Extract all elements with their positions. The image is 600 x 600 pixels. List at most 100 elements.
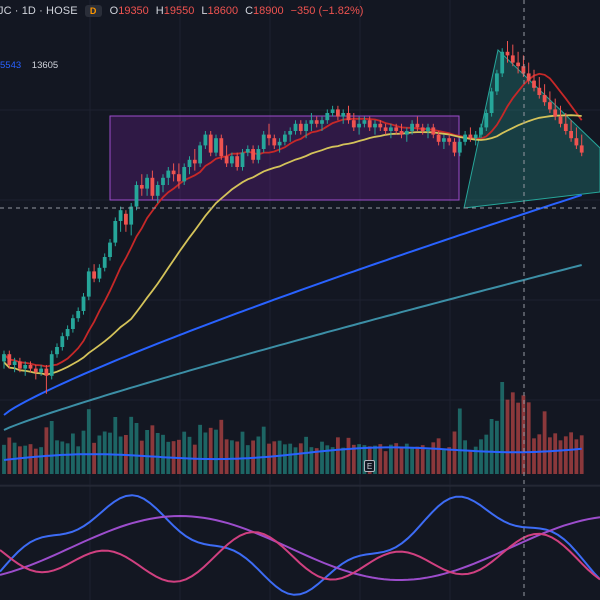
candle-body: [394, 127, 399, 131]
volume-bar: [60, 441, 65, 474]
candle-body: [240, 152, 245, 167]
volume-bar: [155, 433, 160, 474]
earnings-event-marker[interactable]: E: [364, 460, 375, 472]
volume-bar: [230, 440, 234, 474]
volume-bar: [378, 444, 383, 474]
symbol-header: JC · 1D · HOSE D O19350 H19550 L18600 C1…: [0, 0, 600, 22]
volume-bar: [256, 436, 261, 474]
moving-averages: [3, 72, 583, 431]
volume-bar: [208, 427, 213, 474]
volume-bar: [283, 444, 287, 474]
volume-bar: [415, 446, 420, 474]
volume-bar: [108, 432, 112, 474]
volume-bar: [463, 440, 467, 474]
volume-bar: [224, 439, 229, 474]
candle-body: [330, 109, 335, 113]
candle-body: [436, 134, 441, 142]
candle-body: [177, 174, 181, 182]
candle-body: [389, 127, 393, 131]
candle-body: [44, 368, 49, 376]
candle-body: [484, 113, 489, 128]
candle-body: [81, 296, 86, 311]
candle-body: [28, 365, 33, 369]
candle-body: [18, 361, 22, 369]
candle-body: [500, 51, 505, 74]
candle-body: [288, 131, 293, 135]
candle-body: [399, 131, 404, 135]
candle-body: [108, 242, 112, 257]
change-value: −350 (−1.82%): [290, 5, 364, 17]
rectangle-drawing[interactable]: [109, 115, 460, 201]
candle-body: [447, 138, 452, 142]
candle-body: [198, 145, 202, 164]
candle-body: [102, 257, 107, 268]
volume-bar: [579, 435, 584, 474]
candle-body: [235, 156, 240, 167]
candle-body: [166, 170, 171, 178]
candle-body: [510, 55, 515, 63]
volume-bar: [139, 440, 144, 474]
candle-body: [187, 159, 192, 167]
volume-bar: [293, 447, 298, 474]
volume-bar: [272, 441, 277, 474]
ma-red-line: [3, 72, 583, 368]
volume-bar: [489, 419, 494, 474]
candle-body: [542, 95, 547, 103]
volume-bar: [161, 434, 165, 474]
candle-body: [129, 206, 134, 225]
candle-body: [336, 109, 340, 117]
candle-body: [420, 127, 425, 131]
volume-bar: [542, 411, 547, 474]
triangle-drawing[interactable]: [463, 49, 600, 209]
candle-body: [155, 185, 160, 196]
candle-body: [203, 134, 208, 146]
volume-bar: [357, 444, 361, 474]
low-value: L18600: [201, 5, 239, 17]
volume-bar: [145, 430, 149, 474]
candle-body: [214, 138, 218, 153]
volume-bar: [7, 437, 12, 474]
volume-bars: [2, 382, 584, 474]
volume-bar: [500, 382, 505, 474]
candle-body: [463, 134, 467, 142]
candle-body: [532, 80, 536, 88]
candle-body: [516, 62, 520, 67]
volume-bar: [516, 402, 520, 474]
candle-body: [60, 336, 65, 347]
candle-body: [341, 113, 346, 117]
osc-blue-line: [0, 494, 600, 596]
candle-body: [410, 123, 414, 131]
candle-body: [473, 134, 478, 139]
triangle-pattern[interactable]: [463, 49, 600, 209]
volume-bar: [389, 444, 393, 474]
volume-bar: [563, 436, 568, 474]
ma-legend-value-2: 13605: [31, 60, 59, 71]
volume-bar: [526, 402, 531, 474]
consolidation-rectangle[interactable]: [109, 115, 460, 201]
candle-body: [378, 123, 383, 128]
volume-bar: [309, 447, 314, 474]
candle-body: [505, 51, 510, 56]
candle-body: [304, 123, 308, 131]
candle-body: [86, 271, 91, 297]
candlesticks: [2, 41, 584, 394]
candle-body: [49, 354, 54, 376]
symbol-title[interactable]: JC · 1D · HOSE: [0, 5, 78, 17]
volume-bar: [33, 448, 38, 474]
candle-body: [569, 131, 573, 139]
candle-body: [134, 185, 139, 207]
volume-bar: [55, 440, 59, 474]
candle-body: [283, 134, 287, 142]
volume-bar: [537, 434, 542, 474]
interval-badge[interactable]: D: [84, 5, 102, 17]
volume-bar: [426, 449, 430, 474]
candle-body: [489, 91, 494, 113]
volume-bar: [198, 424, 202, 474]
volume-bar: [187, 436, 192, 474]
volume-bar: [277, 440, 282, 474]
candle-body: [139, 185, 144, 189]
candle-body: [277, 141, 282, 146]
volume-bar: [150, 425, 155, 474]
